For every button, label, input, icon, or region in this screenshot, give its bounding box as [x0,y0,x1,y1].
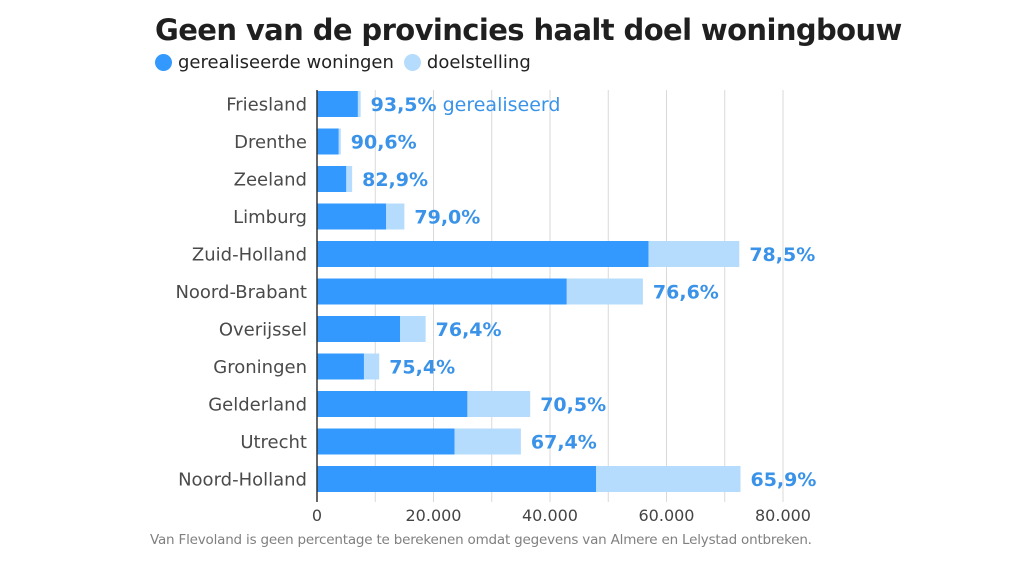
data-label: 93,5% gerealiseerd [371,94,561,116]
bar-realized-overijssel [317,316,401,342]
data-label: 76,4% [436,319,502,341]
legend-item-target: doelstelling [403,52,531,73]
x-tick-label: 40.000 [522,506,578,525]
category-label: Gelderland [208,395,307,416]
x-tick-label: 60.000 [639,506,695,525]
bar-realized-utrecht [317,428,455,455]
legend-swatch-target-icon [403,54,421,71]
bars [317,91,741,492]
data-label: 79,0% [414,207,480,229]
bar-realized-zuid-holland [317,241,649,267]
bar-realized-drenthe [317,128,339,155]
bar-realized-noord-brabant [317,278,567,305]
bar-realized-noord-holland [317,466,597,492]
category-label: Utrecht [240,432,307,453]
legend-swatch-realized-icon [155,54,172,71]
category-label: Overijssel [219,320,307,341]
bar-realized-friesland [317,91,358,117]
data-label: 75,4% [389,357,455,379]
x-tick-label: 0 [312,506,322,525]
category-label: Zeeland [234,170,307,191]
data-label: 90,6% [351,132,417,154]
bar-realized-limburg [317,203,387,230]
bar-realized-groningen [317,353,364,380]
footnote: Van Flevoland is geen percentage te bere… [150,532,812,548]
chart-title: Geen van de provincies haalt doel woning… [155,13,902,47]
category-label: Limburg [233,207,307,228]
data-label: 78,5% [749,244,815,266]
bar-realized-zeeland [317,166,347,192]
data-label: 76,6% [653,282,719,304]
data-label: 67,4% [531,432,597,454]
category-label: Zuid-Holland [192,245,307,266]
category-label: Friesland [226,95,307,116]
x-tick-label: 80.000 [755,506,811,525]
value-labels: 93,5% gerealiseerd 90,6% 82,9% 79,0% 78,5% 76… [351,94,817,491]
category-labels: Friesland Drenthe Zeeland Limburg Zuid-Holla… [175,95,307,491]
bar-realized-gelderland [317,391,468,417]
legend-label-target: doelstelling [426,52,531,73]
data-label-suffix: gerealiseerd [437,94,561,116]
category-label: Noord-Brabant [175,282,307,303]
x-axis-ticks: 0 20.000 40.000 60.000 80.000 [312,506,811,525]
data-label: 65,9% [750,469,816,491]
legend-item-realized: gerealiseerde woningen [155,52,394,73]
category-label: Groningen [213,357,307,378]
data-label: 70,5% [540,394,606,416]
category-label: Drenthe [234,132,307,153]
legend: gerealiseerde woningen doelstelling [155,52,541,73]
legend-label-realized: gerealiseerde woningen [178,52,394,73]
category-label: Noord-Holland [178,470,307,491]
data-label: 82,9% [362,169,428,191]
x-tick-label: 20.000 [406,506,462,525]
